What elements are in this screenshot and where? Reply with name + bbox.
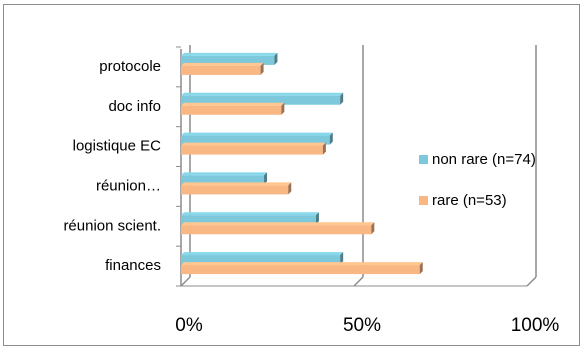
bar-top-0-3 — [181, 132, 333, 136]
bar-rare-0 — [181, 265, 420, 275]
bar-top-1-2 — [181, 182, 292, 186]
category-label-3: logistique EC — [73, 138, 162, 155]
legend-label-1: rare (n=53) — [432, 192, 507, 209]
bar-side-0-1 — [315, 212, 319, 225]
bar-side-0-0 — [340, 252, 344, 265]
bar-side-0-2 — [264, 172, 268, 185]
bar-rare-5 — [181, 65, 261, 75]
bar-non-rare-1 — [181, 215, 316, 225]
bar-top-1-1 — [181, 222, 375, 226]
bar-side-0-4 — [340, 92, 344, 105]
bar-side-0-3 — [329, 132, 333, 145]
bar-rare-1 — [181, 225, 372, 235]
bar-top-0-2 — [181, 172, 268, 176]
legend-swatch-0 — [419, 155, 428, 164]
category-label-4: doc info — [108, 98, 161, 115]
bar-top-1-3 — [181, 142, 326, 146]
legend-swatch-1 — [419, 196, 428, 205]
bar-side-1-0 — [419, 262, 423, 275]
bar-top-0-0 — [181, 252, 344, 256]
bar-non-rare-5 — [181, 55, 275, 65]
bar-top-0-1 — [181, 212, 319, 216]
bar-rare-2 — [181, 185, 289, 195]
category-label-5: protocole — [99, 58, 161, 75]
chart-frame — [3, 4, 580, 346]
legend-label-0: non rare (n=74) — [432, 151, 536, 168]
bar-non-rare-4 — [181, 95, 341, 105]
bar-non-rare-3 — [181, 135, 330, 145]
bar-top-1-0 — [181, 262, 423, 266]
bar-side-1-2 — [288, 182, 292, 195]
bar-top-1-5 — [181, 62, 264, 66]
x-tick-label-1: 50% — [343, 315, 381, 336]
category-label-1: réunion scient. — [63, 217, 161, 234]
bar-side-1-1 — [371, 222, 375, 235]
bar-top-0-5 — [181, 52, 278, 56]
bar-top-1-4 — [181, 102, 285, 106]
bar-side-0-5 — [274, 52, 278, 65]
bar-non-rare-0 — [181, 255, 341, 265]
bar-side-1-5 — [260, 62, 264, 75]
category-label-2: réunion… — [96, 177, 161, 194]
x-tick-label-2: 100% — [511, 315, 560, 336]
gridline-floor-1 — [353, 276, 364, 287]
bar-rare-4 — [181, 105, 282, 115]
bar-side-1-4 — [281, 102, 285, 115]
bar-top-0-4 — [181, 92, 344, 96]
bar-side-1-3 — [322, 142, 326, 155]
gridline-floor-0 — [180, 276, 191, 287]
bar-non-rare-2 — [181, 175, 265, 185]
category-label-0: finances — [105, 257, 161, 274]
x-tick-label-0: 0% — [175, 315, 203, 336]
bar-rare-3 — [181, 145, 323, 155]
gridline-floor-2 — [526, 276, 537, 287]
